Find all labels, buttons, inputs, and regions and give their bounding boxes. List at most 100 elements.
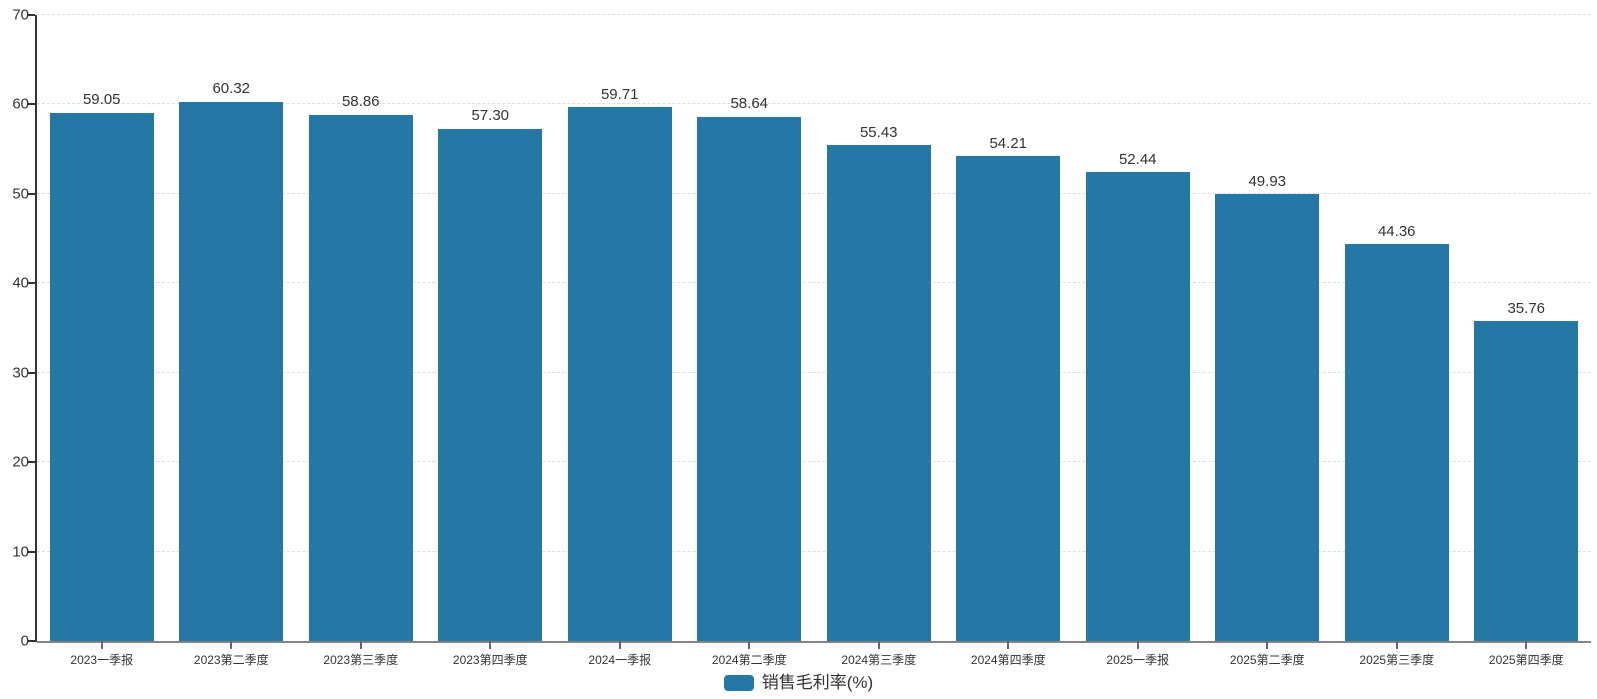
bar-column: 52.44 [1073, 15, 1203, 641]
x-axis-category-label: 2024第四季度 [970, 653, 1046, 667]
plot-area: 59.05 60.32 58.86 57.30 59.71 58.64 55.43 54.21… [37, 14, 1591, 643]
x-axis-labels: 2023一季报 2023第二季度 2023第三季度 2023第四季度 2024一季报 20… [37, 651, 1591, 668]
x-axis-category-label: 2024第三季度 [841, 653, 917, 667]
legend[interactable]: 销售毛利率(%) [0, 674, 1597, 691]
bar-value-label: 49.93 [1248, 172, 1287, 190]
x-axis-category-label: 2025第四季度 [1488, 653, 1564, 667]
bar[interactable] [179, 101, 284, 641]
x-axis-category-label: 2024一季报 [588, 653, 652, 667]
bar-column: 57.30 [426, 15, 556, 641]
bar-column: 54.21 [944, 15, 1074, 641]
bar-column: 59.71 [555, 15, 685, 641]
gridline [37, 550, 1591, 552]
x-axis-tick [1395, 641, 1398, 649]
bar-column: 35.76 [1462, 15, 1592, 641]
x-axis-tick-cell [37, 641, 167, 649]
bar[interactable] [1085, 172, 1190, 641]
bar-value-label: 52.44 [1118, 150, 1157, 168]
x-axis-tick-cell [1332, 641, 1462, 649]
y-axis-tick-label: 30 [12, 364, 29, 382]
bar[interactable] [697, 116, 802, 641]
y-axis-tick-label: 60 [12, 95, 29, 113]
x-axis-tick-cell [685, 641, 815, 649]
x-axis-category-label: 2023一季报 [70, 653, 134, 667]
x-axis-category-label: 2025第三季度 [1359, 653, 1435, 667]
bar-value-label: 55.43 [859, 123, 898, 141]
x-axis-tick [1007, 641, 1010, 649]
legend-label: 销售毛利率(%) [761, 673, 874, 692]
x-axis-tick-cell [1462, 641, 1592, 649]
bar[interactable] [438, 128, 543, 641]
x-axis-tick-cell [426, 641, 556, 649]
y-axis-tick [28, 640, 35, 642]
legend-swatch [723, 674, 754, 691]
y-axis-ticks [28, 14, 35, 642]
bar-column: 60.32 [167, 15, 297, 641]
x-axis-tick-cell [555, 641, 685, 649]
x-axis-tick [618, 641, 621, 649]
bar-column: 49.93 [1203, 15, 1333, 641]
bar-column: 55.43 [814, 15, 944, 641]
x-axis-tick [359, 641, 362, 649]
bar[interactable] [1215, 194, 1320, 641]
bar[interactable] [826, 145, 931, 641]
x-axis-tick [1525, 641, 1528, 649]
x-axis-tick-cell [814, 641, 944, 649]
x-axis-tick [877, 641, 880, 649]
y-axis-tick-label: 10 [12, 543, 29, 561]
y-axis-tick [28, 550, 35, 553]
x-axis-ticks [37, 641, 1591, 649]
x-axis-line [37, 641, 1591, 643]
bar-column: 59.05 [37, 15, 167, 641]
x-axis-category-label: 2023第四季度 [452, 653, 528, 667]
x-axis-tick [1136, 641, 1139, 649]
bar[interactable] [49, 112, 154, 641]
bar-value-label: 57.30 [471, 107, 510, 125]
y-axis-labels: 0 10 20 30 40 50 60 70 [0, 8, 30, 649]
y-axis-tick [28, 371, 35, 374]
y-axis-tick-label: 40 [12, 274, 29, 292]
x-axis-tick-cell [167, 641, 297, 649]
x-axis-category-label: 2023第二季度 [193, 653, 269, 667]
bar-value-label: 58.64 [730, 95, 769, 113]
bar-value-label: 44.36 [1377, 222, 1416, 240]
gridline [37, 371, 1591, 373]
x-axis-tick [230, 641, 233, 649]
x-axis-tick [489, 641, 492, 649]
bar-value-label: 35.76 [1507, 299, 1546, 317]
y-axis-tick-label: 20 [12, 453, 29, 471]
bar-column: 58.86 [296, 15, 426, 641]
bar-value-label: 60.32 [212, 80, 251, 98]
bar[interactable] [1344, 244, 1449, 641]
x-axis-tick [748, 641, 751, 649]
y-axis-tick-label: 70 [12, 6, 29, 24]
x-axis-tick-cell [296, 641, 426, 649]
x-axis-tick [100, 641, 103, 649]
y-axis-tick-label: 0 [20, 632, 29, 650]
gridline [37, 192, 1591, 194]
bar-column: 58.64 [685, 15, 815, 641]
bar-value-label: 54.21 [989, 134, 1028, 152]
y-axis-tick [28, 192, 35, 195]
gridlines-layer [37, 14, 1591, 641]
y-axis-line [35, 15, 37, 642]
gridline [37, 14, 1591, 15]
bar-value-label: 58.86 [341, 93, 380, 111]
bar[interactable] [1474, 321, 1579, 641]
gridline [37, 282, 1591, 284]
bar[interactable] [567, 107, 672, 641]
y-axis-tick [28, 103, 35, 106]
x-axis-category-label: 2025第二季度 [1229, 653, 1305, 667]
x-axis-category-label: 2025一季报 [1106, 653, 1170, 667]
gridline [37, 461, 1591, 463]
bar[interactable] [956, 156, 1061, 641]
gridline [37, 103, 1591, 105]
y-axis-tick [28, 461, 35, 464]
bar[interactable] [308, 114, 413, 641]
bar-value-label: 59.05 [82, 91, 121, 109]
bars-layer: 59.05 60.32 58.86 57.30 59.71 58.64 55.43 54.21… [37, 15, 1591, 641]
x-axis-tick [1266, 641, 1269, 649]
bar-value-label: 59.71 [600, 85, 639, 103]
bar-column: 44.36 [1332, 15, 1462, 641]
